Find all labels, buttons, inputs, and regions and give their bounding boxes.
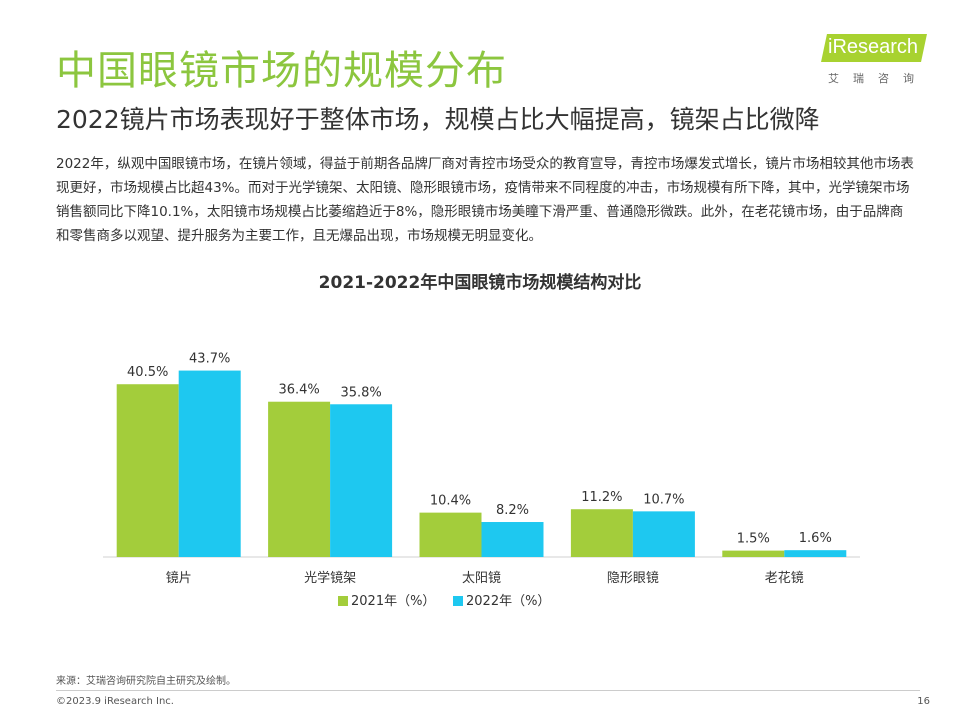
bar-2022-1	[330, 404, 393, 557]
logo-subtext: 艾瑞咨询	[828, 72, 928, 85]
category-label: 太阳镜	[462, 571, 501, 586]
page-number: 16	[917, 696, 930, 707]
data-label: 10.4%	[430, 494, 471, 509]
data-label: 35.8%	[340, 385, 381, 400]
description-paragraph: 2022年，纵观中国眼镜市场，在镜片领域，得益于前期各品牌厂商对青控市场受众的教…	[56, 156, 914, 244]
bar-2021-4	[722, 550, 785, 557]
bar-chart: 40.5% 43.7% 镜片 36.4% 35.8% 光学镜架 10.4% 8.2% 太阳镜 11…	[103, 352, 860, 609]
footer-divider	[56, 690, 920, 691]
bar-2021-0	[116, 384, 179, 557]
chart-title: 2021-2022年中国眼镜市场规模结构对比	[318, 273, 642, 293]
data-label: 1.6%	[799, 531, 832, 546]
data-label: 8.2%	[496, 503, 529, 518]
bar-2021-1	[268, 401, 331, 557]
data-label: 11.2%	[581, 490, 622, 505]
data-label: 40.5%	[127, 365, 168, 380]
category-label: 隐形眼镜	[607, 571, 659, 586]
bar-2022-3	[632, 511, 695, 557]
legend-label: 2022年（%）	[466, 594, 550, 609]
legend-swatch	[453, 596, 463, 606]
page-title: 中国眼镜市场的规模分布	[56, 48, 507, 94]
data-label: 36.4%	[278, 383, 319, 398]
category-label: 老花镜	[765, 570, 804, 586]
data-label: 1.5%	[737, 532, 770, 547]
data-label: 43.7%	[189, 352, 230, 367]
bar-2022-2	[481, 522, 544, 557]
legend-label: 2021年（%）	[351, 594, 435, 609]
bar-2021-3	[570, 509, 633, 557]
category-label: 镜片	[166, 571, 192, 586]
category-label: 光学镜架	[304, 570, 356, 586]
bar-2022-0	[178, 370, 241, 557]
data-label: 10.7%	[643, 492, 684, 507]
legend-swatch	[338, 596, 348, 606]
logo-text: iResearch	[828, 36, 919, 58]
source-note: 来源：艾瑞咨询研究院自主研究及绘制。	[56, 676, 236, 687]
iresearch-logo: iResearch 艾瑞咨询	[820, 30, 930, 86]
bar-2021-2	[419, 512, 482, 557]
page-subtitle: 2022镜片市场表现好于整体市场，规模占比大幅提高，镜架占比微降	[56, 105, 820, 134]
bar-2022-4	[784, 550, 847, 557]
copyright: ©2023.9 iResearch Inc.	[56, 696, 174, 707]
